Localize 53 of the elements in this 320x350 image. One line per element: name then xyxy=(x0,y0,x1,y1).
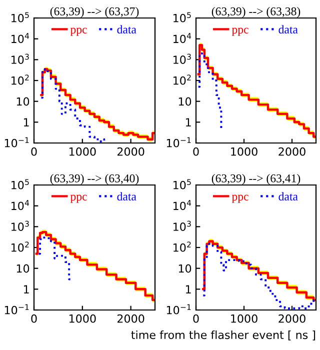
y-tick-label: 10$^{5}$ xyxy=(174,179,191,190)
y-tick-label: 10$^{−1}$ xyxy=(166,137,191,148)
x-tick-label: 1000 xyxy=(231,314,258,323)
y-tick-label: 10$^{2}$ xyxy=(174,242,191,252)
chart-title: (63,39) --> (63,40) xyxy=(50,174,139,185)
x-tick-label: 2000 xyxy=(117,147,144,156)
y-tick-label: 1 xyxy=(24,285,29,294)
x-tick-label: 2000 xyxy=(117,314,144,323)
y-tick-label: 10$^{2}$ xyxy=(12,74,29,85)
x-tick-label: 0 xyxy=(31,147,37,156)
legend-label: data xyxy=(278,192,298,200)
legend-label: ppc xyxy=(70,194,87,203)
x-tick-label: 2000 xyxy=(278,314,306,323)
x-axis-title: time from the flasher event [ ns ] xyxy=(131,330,316,340)
legend-label: data xyxy=(117,192,136,200)
y-tick-label: 10$^{−1}$ xyxy=(4,304,29,314)
y-tick-label: 10$^{4}$ xyxy=(174,33,192,44)
y-tick-label: 10 xyxy=(178,264,192,273)
x-tick-label: 1000 xyxy=(231,147,258,156)
text: ppc xyxy=(232,28,248,36)
y-tick-label: 10 xyxy=(16,97,30,106)
x-tick-label: 0 xyxy=(31,314,37,323)
y-tick-label: 1 xyxy=(24,118,29,126)
y-tick-label: 10$^{3}$ xyxy=(174,220,191,231)
legend-label: data xyxy=(117,25,136,34)
y-tick-label: 10 xyxy=(16,264,30,273)
y-tick-label: 10$^{3}$ xyxy=(12,220,29,231)
y-tick-label: 10 xyxy=(178,97,192,106)
chart-title: (63,39) --> (63,37) xyxy=(50,7,139,18)
y-tick-label: 10$^{5}$ xyxy=(12,179,29,190)
y-tick-label: 10$^{2}$ xyxy=(174,74,191,85)
x-tick-label: 0 xyxy=(193,147,199,156)
x-tick-label: 2000 xyxy=(278,147,306,156)
y-tick-label: 1 xyxy=(186,118,191,126)
x-tick-label: 1000 xyxy=(69,314,96,323)
y-tick-label: 10$^{−1}$ xyxy=(166,304,191,314)
y-tick-label: 10$^{5}$ xyxy=(12,12,29,22)
y-tick-label: 10$^{3}$ xyxy=(12,54,29,64)
y-tick-label: 10$^{4}$ xyxy=(12,200,30,210)
x-tick-label: 0 xyxy=(193,314,199,323)
chart-title: (63,39) --> (63,41) xyxy=(212,174,300,185)
y-tick-label: 10$^{5}$ xyxy=(174,12,191,22)
text: ppc xyxy=(232,194,248,203)
y-tick-label: 10$^{4}$ xyxy=(174,200,192,210)
legend-label: ppc xyxy=(70,28,87,36)
y-tick-label: 10$^{3}$ xyxy=(174,54,191,64)
x-tick-label: 1000 xyxy=(69,147,96,156)
y-tick-label: 10$^{−1}$ xyxy=(4,137,29,148)
y-tick-label: 1 xyxy=(186,285,191,294)
y-tick-label: 10$^{4}$ xyxy=(12,33,30,44)
legend-label: data xyxy=(278,25,298,34)
y-tick-label: 10$^{2}$ xyxy=(12,242,29,252)
chart-title: (63,39) --> (63,38) xyxy=(212,7,300,18)
